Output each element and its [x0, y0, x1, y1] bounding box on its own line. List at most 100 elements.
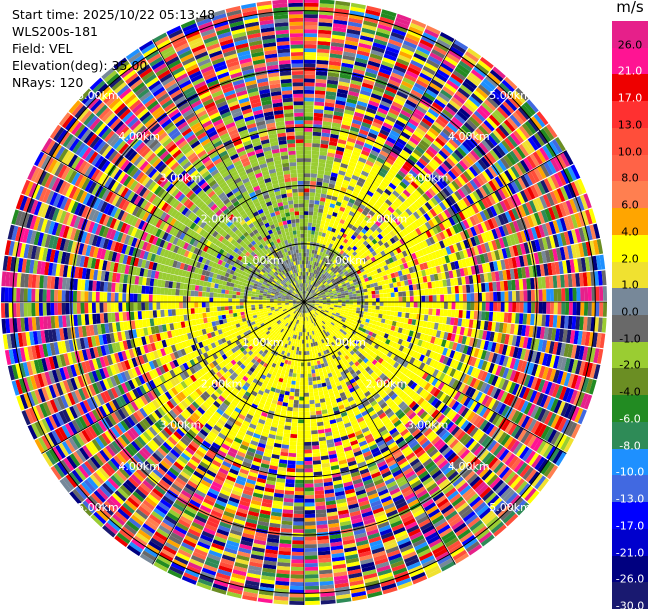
velocity-gate — [471, 302, 475, 310]
velocity-gate — [309, 196, 314, 200]
velocity-gate — [291, 430, 298, 434]
velocity-gate — [308, 257, 311, 261]
velocity-gate — [308, 366, 312, 370]
plot-info: Start time: 2025/10/22 05:13:48 WLS200s-… — [12, 6, 215, 91]
velocity-gate — [306, 340, 308, 344]
velocity-gate — [304, 245, 307, 249]
velocity-gate — [353, 307, 357, 310]
velocity-gate — [304, 79, 315, 83]
velocity-gate — [285, 487, 294, 492]
velocity-gate — [505, 291, 509, 301]
velocity-gate — [482, 293, 486, 302]
velocity-gate — [297, 370, 301, 374]
velocity-gate — [370, 316, 375, 320]
velocity-gate — [425, 289, 429, 295]
velocity-gate — [375, 310, 379, 314]
velocity-gate — [309, 200, 314, 204]
velocity-gate — [294, 396, 299, 400]
velocity-gate — [304, 238, 307, 242]
velocity-gate — [290, 441, 297, 445]
velocity-gate — [306, 253, 309, 257]
velocity-gate — [304, 37, 317, 41]
velocity-gate — [297, 438, 304, 442]
velocity-gate — [294, 503, 304, 507]
velocity-gate — [379, 294, 383, 298]
velocity-gate — [294, 366, 298, 370]
velocity-gate — [330, 299, 334, 301]
velocity-gate — [379, 310, 383, 314]
velocity-gate — [292, 377, 296, 381]
velocity-gate — [459, 302, 463, 310]
velocity-gate — [312, 250, 315, 254]
velocity-gate — [304, 173, 310, 177]
velocity-gate — [462, 310, 466, 318]
velocity-gate — [296, 461, 304, 465]
velocity-gate — [414, 302, 418, 308]
velocity-gate — [304, 355, 307, 359]
velocity-gate — [313, 464, 321, 468]
velocity-gate — [314, 479, 323, 484]
velocity-gate — [292, 373, 296, 377]
velocity-gate — [289, 449, 297, 453]
velocity-gate — [378, 286, 382, 290]
velocity-gate — [527, 290, 531, 301]
velocity-gate — [345, 304, 349, 306]
velocity-gate — [314, 396, 319, 400]
velocity-gate — [285, 483, 294, 487]
velocity-gate — [288, 457, 296, 461]
velocity-gate — [304, 116, 313, 120]
velocity-gate — [569, 302, 573, 315]
velocity-gate — [312, 155, 319, 159]
velocity-gate — [287, 464, 295, 468]
velocity-gate — [364, 308, 368, 312]
velocity-gate — [310, 189, 316, 193]
velocity-gate — [402, 297, 406, 302]
velocity-gate — [305, 272, 307, 276]
velocity-gate — [295, 491, 304, 495]
velocity-gate — [505, 302, 509, 312]
velocity-gate — [312, 219, 316, 223]
velocity-gate — [295, 389, 300, 393]
velocity-gate — [305, 480, 314, 484]
velocity-gate — [391, 307, 395, 312]
velocity-gate — [406, 307, 410, 312]
instrument-text: WLS200s-181 — [12, 23, 215, 40]
velocity-gate — [316, 411, 322, 416]
velocity-gate — [296, 469, 304, 473]
velocity-gate — [304, 234, 307, 238]
velocity-gate — [481, 311, 486, 320]
velocity-gate — [399, 297, 403, 302]
velocity-gate — [455, 286, 459, 294]
velocity-gate — [387, 302, 391, 306]
velocity-gate — [311, 234, 315, 238]
velocity-gate — [482, 302, 486, 311]
velocity-gate — [311, 430, 318, 434]
velocity-gate — [305, 559, 318, 563]
velocity-gate — [565, 288, 569, 301]
velocity-gate — [317, 235, 321, 239]
velocity-gate — [312, 441, 319, 445]
velocity-gate — [501, 292, 505, 302]
velocity-gate — [481, 283, 486, 292]
velocity-gate — [306, 264, 308, 268]
velocity-gate — [314, 392, 319, 396]
velocity-gate — [315, 369, 319, 373]
velocity-gate — [338, 298, 342, 300]
velocity-gate — [290, 434, 297, 438]
velocity-gate — [383, 302, 387, 306]
velocity-gate — [305, 472, 314, 476]
velocity-gate — [304, 200, 309, 204]
velocity-gate — [304, 132, 312, 136]
velocity-gate — [315, 197, 321, 201]
velocity-gate — [288, 453, 296, 457]
velocity-gate — [293, 369, 297, 373]
velocity-gate — [305, 571, 318, 575]
velocity-gate — [489, 292, 493, 301]
velocity-gate — [315, 227, 319, 231]
velocity-gate — [370, 283, 374, 287]
velocity-gate — [363, 315, 367, 319]
velocity-gate — [474, 284, 479, 293]
velocity-gate — [285, 490, 295, 495]
velocity-gate — [311, 366, 315, 370]
